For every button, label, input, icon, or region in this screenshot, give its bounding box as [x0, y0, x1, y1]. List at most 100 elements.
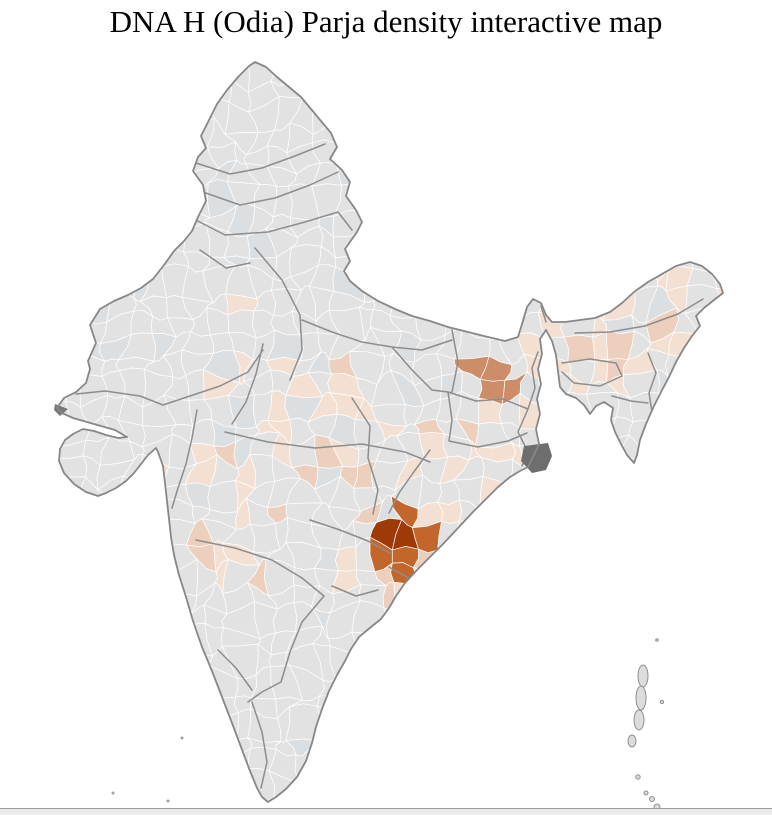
district-cell[interactable] [96, 82, 128, 113]
district-cell[interactable] [456, 728, 489, 762]
district-cell[interactable] [396, 265, 419, 301]
district-cell[interactable] [524, 38, 554, 72]
district-cell[interactable] [594, 80, 607, 115]
district-cell[interactable] [82, 564, 108, 596]
district-cell[interactable] [624, 604, 649, 635]
district-cell[interactable] [585, 621, 617, 660]
district-cell[interactable] [500, 697, 527, 718]
district-cell[interactable] [708, 182, 738, 206]
district-cell[interactable] [685, 76, 716, 111]
district-cell[interactable] [585, 606, 617, 632]
district-cell[interactable] [389, 187, 418, 212]
district-cell[interactable] [719, 424, 731, 446]
district-cell[interactable] [357, 145, 387, 171]
district-cell[interactable] [544, 143, 571, 163]
district-cell[interactable] [525, 756, 556, 780]
district-cell[interactable] [711, 140, 735, 174]
district-cell[interactable] [589, 143, 618, 168]
district-cell[interactable] [564, 583, 593, 610]
district-cell[interactable] [34, 591, 70, 615]
district-cell[interactable] [373, 142, 403, 175]
district-cell[interactable] [708, 565, 739, 592]
district-cell[interactable] [707, 378, 742, 394]
district-cell[interactable] [727, 393, 760, 426]
district-cell[interactable] [37, 499, 68, 532]
district-cell[interactable] [707, 56, 742, 90]
district-cell[interactable] [505, 47, 531, 72]
district-cell[interactable] [478, 675, 510, 700]
district-cell[interactable] [67, 589, 83, 613]
district-cell[interactable] [736, 230, 756, 257]
district-cell[interactable] [727, 672, 763, 695]
district-cell[interactable] [335, 546, 357, 572]
district-cell[interactable] [166, 110, 197, 132]
district-cell[interactable] [419, 651, 436, 679]
district-cell[interactable] [621, 564, 654, 593]
district-cell[interactable] [501, 263, 527, 296]
district-cell[interactable] [674, 83, 691, 115]
district-cell[interactable] [685, 757, 716, 784]
district-cell[interactable] [693, 391, 721, 427]
district-cell[interactable] [668, 38, 701, 65]
district-cell[interactable] [34, 308, 68, 341]
district-cell[interactable] [628, 247, 659, 281]
district-cell[interactable] [504, 583, 532, 614]
district-cell[interactable] [138, 151, 175, 177]
district-cell[interactable] [392, 137, 418, 177]
district-cell[interactable] [57, 183, 89, 215]
district-cell[interactable] [127, 644, 152, 682]
district-cell[interactable] [582, 526, 613, 551]
district-cell[interactable] [397, 770, 426, 805]
district-cell[interactable] [432, 727, 462, 764]
district-cell[interactable] [349, 82, 385, 113]
district-cell[interactable] [377, 770, 400, 804]
district-cell[interactable] [46, 183, 66, 216]
district-cell[interactable] [395, 711, 420, 736]
district-cell[interactable] [117, 103, 152, 137]
district-cell[interactable] [79, 222, 113, 260]
district-cell[interactable] [624, 484, 651, 500]
district-cell[interactable] [437, 697, 467, 714]
district-cell[interactable] [643, 645, 680, 670]
district-cell[interactable] [98, 667, 135, 698]
district-cell[interactable] [326, 82, 358, 109]
district-cell[interactable] [705, 458, 742, 488]
district-cell[interactable] [335, 142, 363, 166]
district-cell[interactable] [250, 799, 275, 815]
district-cell[interactable] [560, 313, 597, 338]
district-cell[interactable] [162, 209, 189, 239]
district-cell[interactable] [461, 82, 487, 114]
district-cell[interactable] [81, 601, 105, 629]
district-cell[interactable] [496, 561, 533, 587]
district-cell[interactable] [414, 160, 448, 195]
district-cell[interactable] [411, 206, 446, 238]
district-cell[interactable] [142, 749, 171, 786]
district-cell[interactable] [528, 143, 549, 167]
district-cell[interactable] [647, 474, 673, 501]
district-cell[interactable] [487, 255, 512, 280]
district-cell[interactable] [317, 773, 343, 798]
district-cell[interactable] [600, 232, 636, 253]
district-cell[interactable] [501, 229, 527, 261]
district-cell[interactable] [519, 517, 550, 554]
district-cell[interactable] [687, 579, 723, 610]
district-cell[interactable] [539, 497, 567, 521]
district-cell[interactable] [519, 206, 546, 240]
district-cell[interactable] [711, 167, 734, 194]
district-cell[interactable] [646, 441, 677, 462]
district-cell[interactable] [117, 171, 146, 188]
district-cell[interactable] [491, 630, 502, 649]
district-cell[interactable] [740, 459, 752, 490]
district-cell[interactable] [163, 666, 189, 697]
district-cell[interactable] [652, 665, 669, 701]
district-cell[interactable] [664, 755, 693, 784]
district-cell[interactable] [165, 717, 187, 732]
district-cell[interactable] [396, 601, 424, 637]
district-cell[interactable] [475, 89, 505, 108]
district-cell[interactable] [691, 244, 712, 273]
district-cell[interactable] [477, 118, 511, 150]
district-cell[interactable] [79, 94, 109, 134]
district-cell[interactable] [75, 727, 112, 762]
district-cell[interactable] [558, 546, 592, 576]
district-cell[interactable] [668, 181, 701, 207]
